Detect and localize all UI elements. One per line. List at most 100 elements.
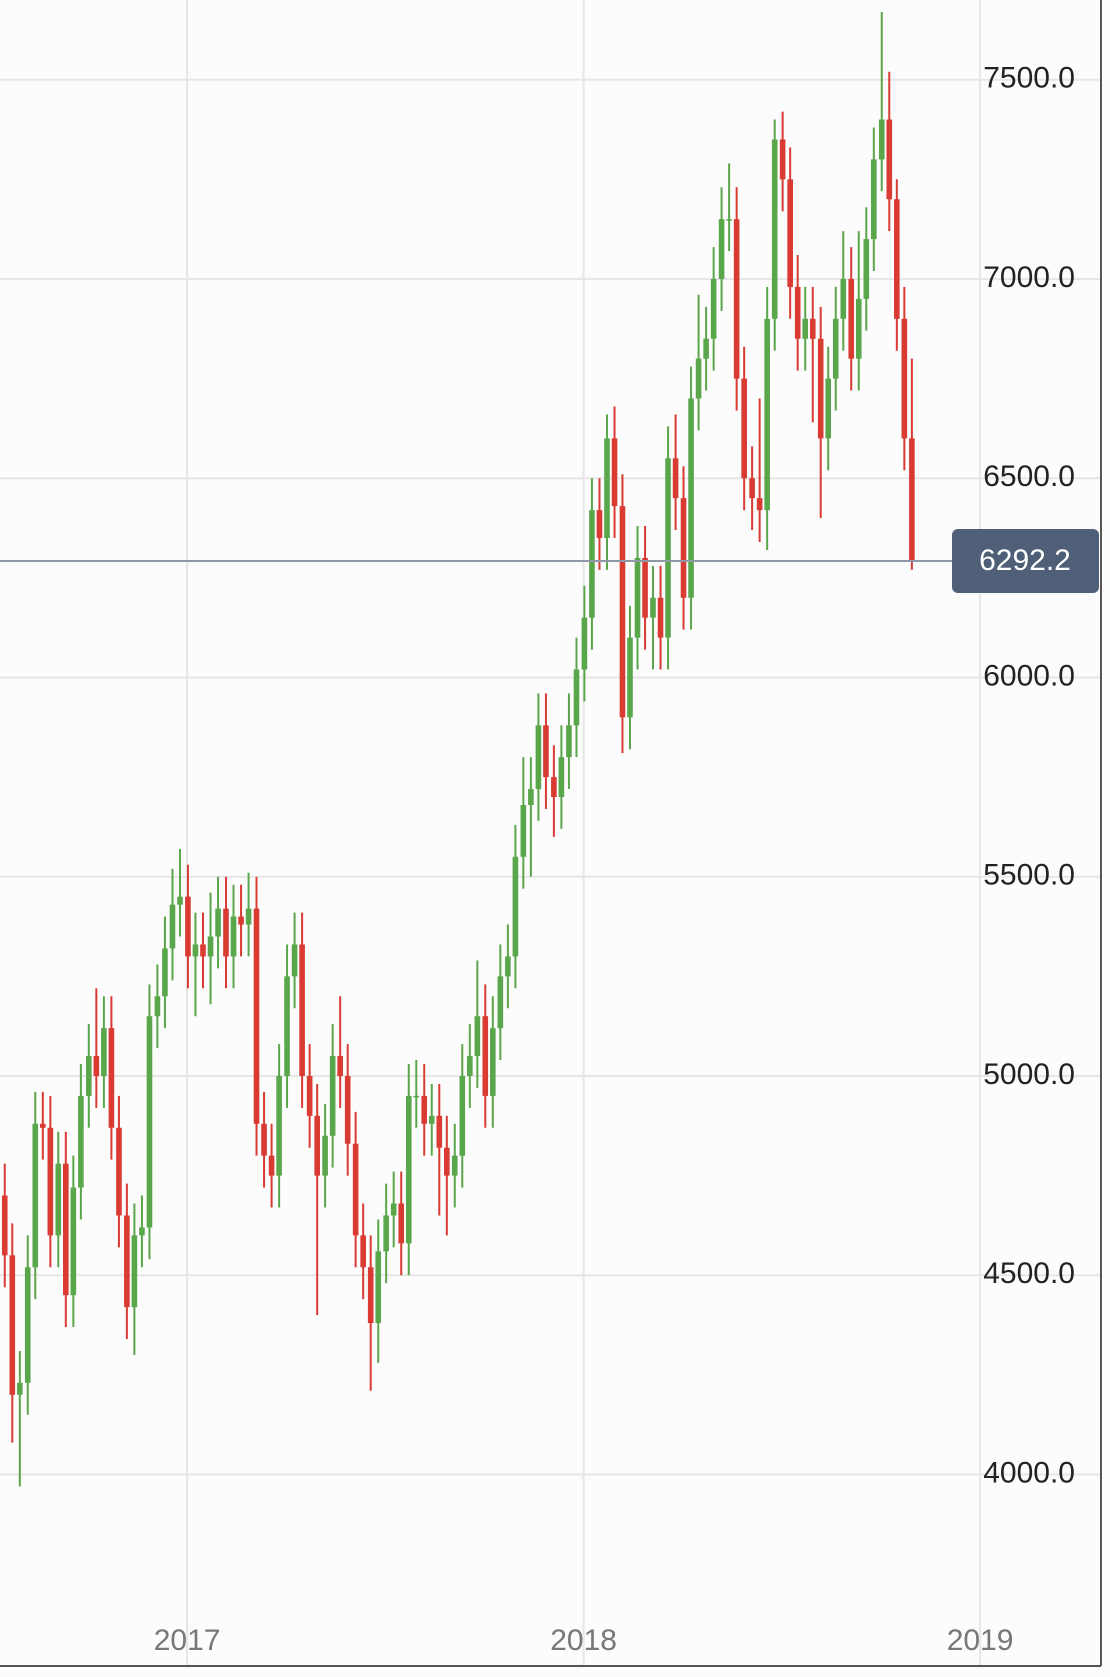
candle-body: [619, 506, 626, 718]
candle-body: [779, 139, 786, 180]
candle-body: [459, 1075, 466, 1156]
candle-body: [162, 948, 168, 997]
candle-body: [230, 916, 237, 957]
candle-body: [680, 498, 687, 598]
candle-body: [86, 1056, 92, 1096]
candle-body: [291, 944, 298, 977]
candle-body: [894, 199, 900, 319]
candle-body: [306, 1075, 313, 1116]
candle-body: [535, 725, 542, 790]
candle-body: [451, 1155, 458, 1176]
y-tick-label: 4000.0: [983, 1456, 1075, 1489]
candle-body: [566, 725, 572, 758]
candle-body: [375, 1251, 382, 1324]
candle-body: [139, 1227, 145, 1236]
candle-body: [520, 804, 527, 857]
candle-body: [909, 438, 915, 562]
candle-body: [360, 1235, 366, 1268]
candle-body: [116, 1127, 122, 1216]
candle-body: [604, 438, 610, 538]
candle-body: [245, 908, 252, 925]
candle-body: [627, 637, 633, 718]
candle-body: [253, 908, 260, 1124]
candle-body: [855, 298, 862, 359]
candle-body: [886, 119, 893, 200]
candle-body: [352, 1143, 359, 1236]
candle-body: [573, 669, 580, 726]
candle-body: [710, 278, 717, 339]
candle-body: [146, 1016, 153, 1228]
candle-body: [764, 318, 770, 511]
candle-body: [794, 286, 801, 339]
candle-body: [268, 1155, 275, 1176]
candle-body: [9, 1255, 16, 1395]
candle-body: [741, 378, 747, 479]
candle-body: [512, 856, 519, 957]
candle-body: [871, 159, 877, 240]
candles: [0, 11, 952, 1487]
y-tick-label: 6500.0: [983, 460, 1075, 493]
y-tick-label: 7000.0: [983, 261, 1075, 294]
candle-body: [787, 179, 793, 287]
candle-body: [40, 1123, 46, 1128]
candle-body: [131, 1235, 138, 1308]
candle-body: [17, 1382, 23, 1395]
candle-body: [390, 1203, 397, 1216]
candle-body: [413, 1095, 420, 1098]
candle-body: [878, 119, 885, 160]
x-tick-label: 2018: [550, 1624, 617, 1657]
candle-body: [589, 510, 595, 618]
candle-body: [405, 1095, 412, 1244]
candle-body: [55, 1163, 62, 1236]
y-tick-label: 4500.0: [983, 1257, 1075, 1290]
candle-body: [749, 478, 755, 499]
candle-body: [848, 278, 855, 359]
candle-body: [802, 318, 809, 339]
candle-body: [284, 976, 290, 1076]
candle-body: [657, 597, 664, 638]
candle-body: [108, 1028, 115, 1128]
candle-body: [672, 458, 679, 499]
candle-body: [771, 139, 778, 319]
candle-body: [154, 996, 161, 1017]
candle-body: [329, 1056, 336, 1136]
candle-body: [261, 1123, 267, 1156]
candle-body: [611, 438, 618, 507]
candle-body: [337, 1056, 343, 1076]
candle-body: [665, 458, 671, 638]
y-tick-label: 7500.0: [983, 62, 1075, 95]
candle-body: [63, 1163, 69, 1296]
candle-body: [528, 789, 534, 805]
candle-body: [825, 378, 832, 439]
candle-body: [200, 944, 206, 957]
candle-body: [474, 1016, 481, 1057]
candle-body: [1, 1195, 8, 1256]
candle-body: [47, 1127, 54, 1236]
candle-body: [718, 219, 725, 279]
candle-body: [733, 219, 740, 379]
candle-body: [322, 1135, 328, 1176]
candle-body: [367, 1267, 374, 1324]
y-tick-label: 6000.0: [983, 659, 1075, 692]
candle-body: [32, 1123, 39, 1268]
candle-body: [505, 956, 511, 977]
candle-body: [93, 1056, 100, 1076]
candle-body: [124, 1215, 130, 1308]
x-tick-label: 2019: [947, 1624, 1014, 1657]
candle-body: [344, 1075, 351, 1144]
candle-body: [444, 1147, 450, 1176]
candle-body: [314, 1115, 320, 1176]
candle-body: [726, 219, 732, 221]
candle-body: [223, 908, 229, 957]
candle-body: [185, 896, 191, 957]
candle-body: [543, 725, 549, 778]
candle-body: [169, 904, 176, 949]
candle-body: [832, 318, 839, 379]
candle-body: [688, 398, 694, 598]
candle-body: [901, 318, 908, 439]
y-tick-label: 5500.0: [983, 859, 1075, 892]
candle-body: [809, 318, 816, 339]
